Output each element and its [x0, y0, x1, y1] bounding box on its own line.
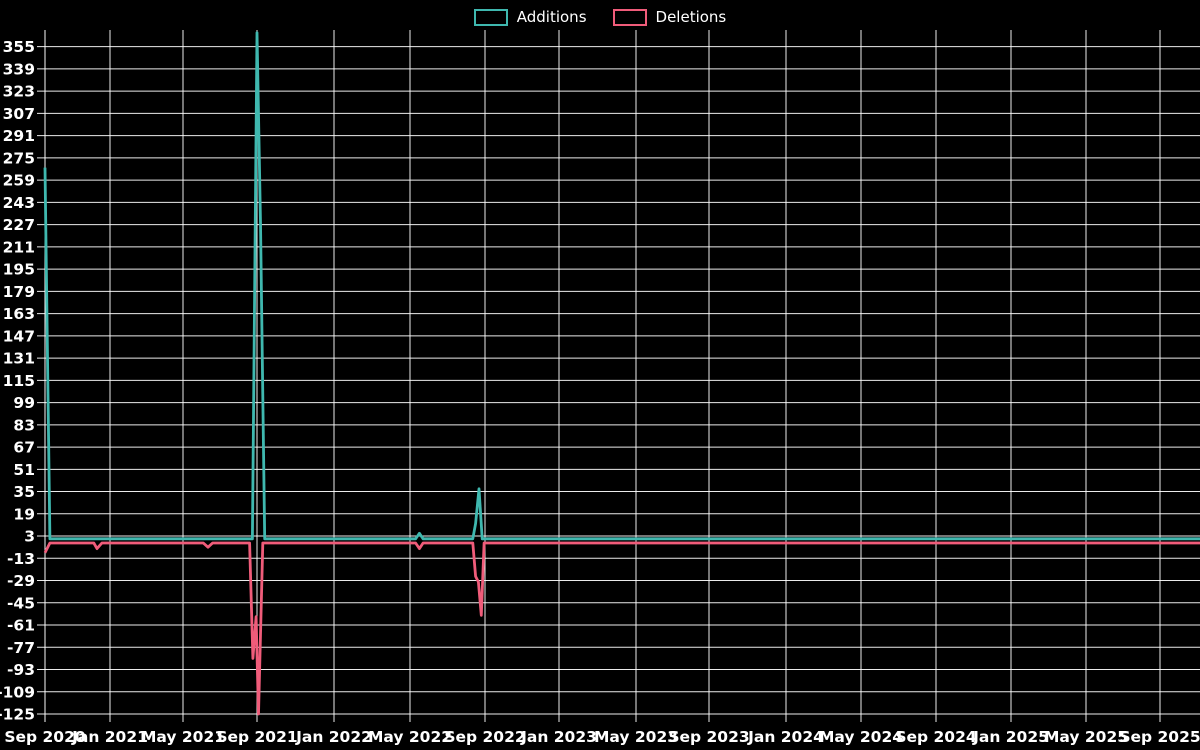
x-tick-label: May 2021	[141, 728, 225, 746]
y-tick-label: 291	[3, 127, 35, 145]
y-tick-label: -61	[7, 617, 35, 635]
y-tick-label: -29	[7, 572, 35, 590]
y-tick-label: 67	[13, 439, 35, 457]
y-tick-label: 179	[3, 283, 35, 301]
x-tick-label: Sep 2022	[444, 728, 525, 746]
x-tick-label: Jan 2021	[71, 728, 148, 746]
y-tick-label: 323	[3, 83, 35, 101]
y-tick-label: 307	[3, 105, 35, 123]
y-tick-label: 83	[13, 416, 35, 434]
y-tick-label: 211	[3, 238, 35, 256]
y-tick-label: -45	[7, 594, 35, 612]
y-tick-label: 163	[3, 305, 35, 323]
x-tick-label: Sep 2020	[4, 728, 86, 746]
y-tick-label: 115	[3, 372, 35, 390]
x-tick-label: Sep 2025	[1119, 728, 1200, 746]
y-tick-label: 147	[3, 327, 35, 345]
x-tick-label: May 2024	[819, 728, 903, 746]
y-tick-label: -77	[7, 639, 35, 657]
y-tick-label: 227	[3, 216, 35, 234]
y-tick-label: -125	[0, 706, 35, 724]
y-tick-label: 51	[13, 461, 35, 479]
x-tick-label: May 2025	[1044, 728, 1128, 746]
x-tick-label: May 2022	[368, 728, 452, 746]
x-tick-label: Sep 2021	[216, 728, 297, 746]
y-tick-label: 243	[3, 194, 35, 212]
y-tick-label: 355	[3, 38, 35, 56]
x-tick-label: Jan 2023	[520, 728, 597, 746]
y-tick-label: 339	[3, 60, 35, 78]
y-tick-label: -13	[7, 550, 35, 568]
y-tick-label: 19	[13, 505, 35, 523]
y-tick-label: 3	[24, 528, 35, 546]
x-tick-label: Jan 2022	[295, 728, 372, 746]
x-tick-label: Jan 2024	[747, 728, 824, 746]
y-tick-label: -93	[7, 661, 35, 679]
x-tick-label: Sep 2023	[668, 728, 749, 746]
y-tick-label: -109	[0, 683, 35, 701]
y-tick-label: 195	[3, 261, 35, 279]
series-line-deletions	[43, 541, 1200, 716]
y-tick-label: 259	[3, 172, 35, 190]
y-tick-label: 275	[3, 149, 35, 167]
y-tick-label: 99	[13, 394, 35, 412]
x-tick-label: Jan 2025	[972, 728, 1049, 746]
y-tick-label: 131	[3, 350, 35, 368]
x-tick-label: May 2023	[594, 728, 678, 746]
y-tick-label: 35	[13, 483, 35, 501]
x-tick-label: Sep 2024	[895, 728, 977, 746]
series-line-additions	[43, 31, 1200, 541]
